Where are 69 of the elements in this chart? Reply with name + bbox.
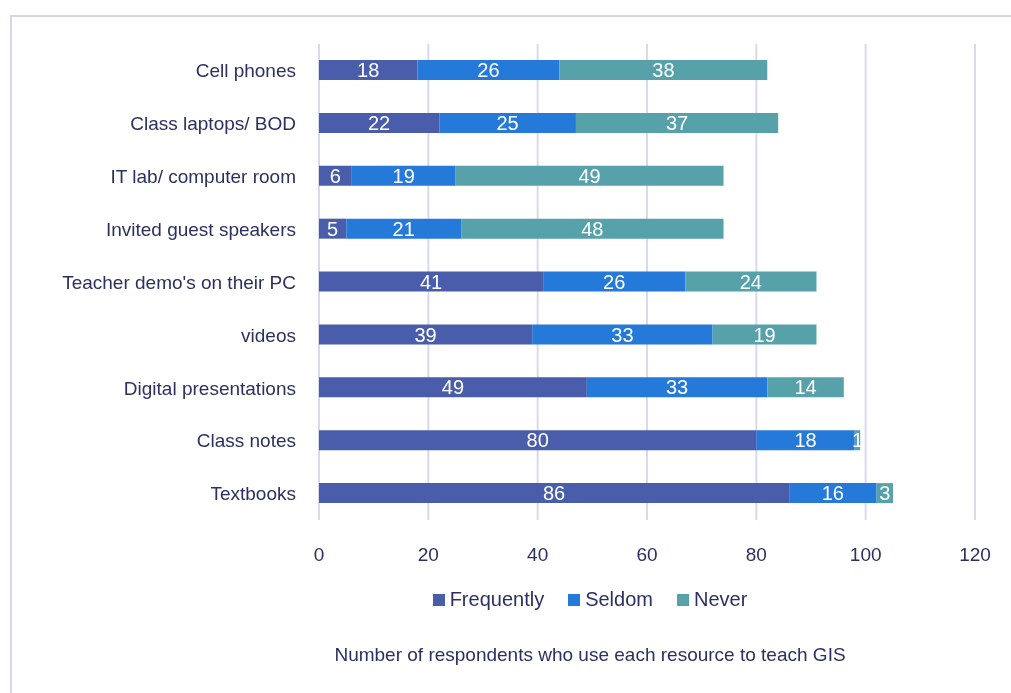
data-label: 21: [392, 217, 415, 240]
bar: [319, 271, 544, 292]
data-label: 18: [794, 429, 817, 452]
bar: [756, 430, 855, 451]
bar: [543, 271, 686, 292]
x-tick-label: 60: [636, 544, 658, 566]
x-axis-title: Number of respondents who use each resource to teach GIS: [333, 644, 847, 666]
data-label: 33: [611, 323, 634, 346]
bar: [351, 165, 456, 186]
bar: [319, 112, 440, 133]
data-label: 18: [357, 59, 380, 82]
data-label: 49: [441, 376, 465, 399]
data-label: 3: [879, 482, 891, 505]
y-tick-label: Digital presentations: [123, 377, 296, 399]
bar: [575, 112, 779, 133]
bar: [685, 271, 817, 292]
y-tick-label: IT lab/ computer room: [110, 165, 296, 187]
y-tick-label: Textbooks: [210, 483, 296, 505]
data-label: 80: [526, 429, 549, 452]
bar: [712, 324, 817, 345]
x-tick-label: 120: [959, 544, 991, 566]
data-label: 37: [665, 111, 689, 134]
data-label: 24: [739, 270, 762, 293]
data-label: 26: [477, 59, 500, 82]
bar: [789, 483, 877, 504]
bar: [319, 324, 533, 345]
y-tick-label: videos: [241, 324, 296, 346]
y-tick-label: Teacher demo's on their PC: [62, 271, 296, 293]
x-tick-label: 80: [745, 544, 767, 566]
x-tick-label: 40: [527, 544, 549, 566]
data-label: 39: [414, 323, 437, 346]
legend-label: Never: [693, 588, 748, 611]
data-label: 19: [392, 164, 415, 187]
data-label: 33: [665, 376, 689, 399]
bar: [455, 165, 724, 186]
y-tick-label: Class notes: [196, 430, 296, 452]
bar: [461, 218, 724, 239]
data-label: 25: [496, 111, 519, 134]
bar: [319, 60, 418, 80]
legend-label: Frequently: [449, 588, 545, 611]
data-label: 16: [821, 482, 844, 505]
y-tick-label: Cell phones: [195, 60, 296, 82]
y-tick-label: Class laptops/ BOD: [130, 113, 296, 135]
bar: [439, 112, 576, 133]
bar: [532, 324, 713, 345]
bar: [319, 430, 757, 451]
bar: [586, 377, 768, 398]
data-label: 49: [578, 164, 601, 187]
data-label: 6: [329, 164, 341, 187]
bar: [346, 218, 462, 239]
x-tick-label: 100: [849, 544, 882, 566]
bar: [559, 60, 768, 80]
data-label: 38: [652, 59, 675, 82]
data-label: 41: [419, 270, 443, 293]
data-label: 48: [581, 217, 604, 240]
data-label: 22: [368, 111, 391, 134]
legend-label: Seldom: [585, 588, 653, 611]
bar: [417, 60, 560, 80]
y-tick-label: Invited guest speakers: [105, 218, 296, 240]
data-label: 26: [603, 270, 626, 293]
data-label: 86: [542, 482, 566, 505]
data-label: 5: [327, 217, 339, 240]
x-tick-label: 0: [313, 544, 325, 566]
bar: [319, 483, 790, 504]
bar: [319, 377, 587, 398]
bar: [767, 377, 844, 398]
data-label: 14: [794, 376, 817, 399]
data-label: 19: [753, 323, 776, 346]
x-tick-label: 20: [417, 544, 439, 566]
